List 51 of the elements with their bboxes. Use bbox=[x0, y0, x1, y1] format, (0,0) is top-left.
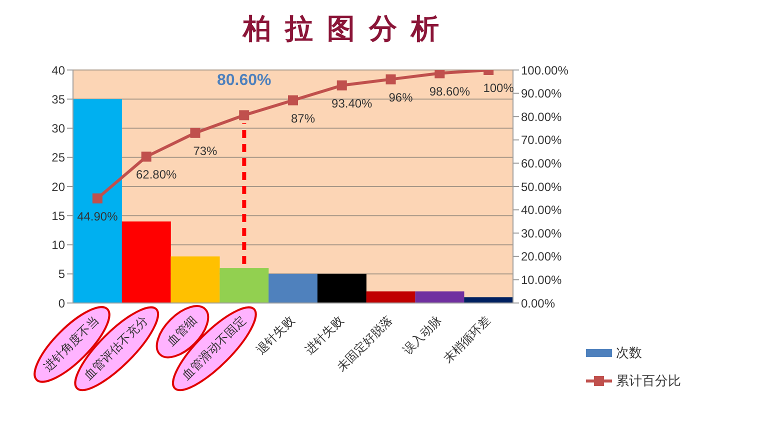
y2-tick-label: 0.00% bbox=[521, 296, 556, 310]
bar bbox=[73, 99, 122, 303]
y2-tick-label: 70.00% bbox=[521, 133, 562, 148]
bar bbox=[268, 274, 318, 303]
data-label: 98.60% bbox=[429, 84, 470, 98]
bar bbox=[366, 291, 416, 303]
y2-tick-label: 50.00% bbox=[521, 180, 562, 194]
point bbox=[288, 95, 298, 106]
y-tick-label: 0 bbox=[58, 296, 66, 310]
y2-tick-label: 20.00% bbox=[521, 250, 562, 264]
annotation: 80.60% bbox=[216, 72, 272, 90]
point bbox=[190, 128, 200, 138]
chart-title: 柏拉图分析 bbox=[241, 11, 454, 47]
data-label: 44.90% bbox=[77, 209, 118, 224]
point bbox=[336, 80, 347, 90]
data-label: 87% bbox=[290, 111, 316, 126]
point bbox=[141, 152, 152, 162]
y2-tick-label: 30.00% bbox=[521, 226, 562, 240]
bar bbox=[220, 268, 269, 303]
data-label: 62.80% bbox=[136, 168, 178, 182]
y2-tick-label: 80.00% bbox=[521, 110, 562, 124]
point bbox=[239, 110, 250, 120]
legend-label: 次数 bbox=[616, 345, 642, 362]
point bbox=[386, 74, 396, 84]
x-tick-label: 血管细 bbox=[164, 313, 200, 349]
y2-tick-label: 40.00% bbox=[521, 203, 562, 218]
data-label: 73% bbox=[193, 144, 218, 158]
data-label: 100% bbox=[483, 81, 514, 95]
legend-label: 累计百分比 bbox=[616, 373, 681, 390]
y-tick-label: 35 bbox=[52, 92, 66, 106]
y2-tick-label: 60.00% bbox=[521, 156, 562, 170]
bar bbox=[317, 274, 366, 303]
y-tick-label: 25 bbox=[52, 150, 66, 165]
y-tick-label: 40 bbox=[52, 63, 66, 78]
y-tick-label: 30 bbox=[52, 122, 66, 136]
y2-tick-label: 100.00% bbox=[521, 63, 569, 78]
y2-tick-label: 90.00% bbox=[521, 86, 562, 101]
y-tick-label: 5 bbox=[58, 267, 66, 282]
bar bbox=[122, 221, 171, 303]
data-label: 96% bbox=[388, 90, 414, 104]
bar bbox=[464, 297, 514, 303]
y-tick-label: 15 bbox=[52, 208, 66, 223]
point bbox=[434, 70, 445, 78]
bar bbox=[170, 256, 220, 303]
y-tick-label: 10 bbox=[52, 238, 66, 252]
x-tick-label: 退针失败 bbox=[253, 313, 298, 358]
data-label: 93.40% bbox=[332, 96, 373, 110]
y-tick-label: 20 bbox=[52, 180, 66, 194]
bar bbox=[415, 291, 464, 303]
point bbox=[92, 193, 102, 204]
y2-tick-label: 10.00% bbox=[521, 272, 562, 287]
